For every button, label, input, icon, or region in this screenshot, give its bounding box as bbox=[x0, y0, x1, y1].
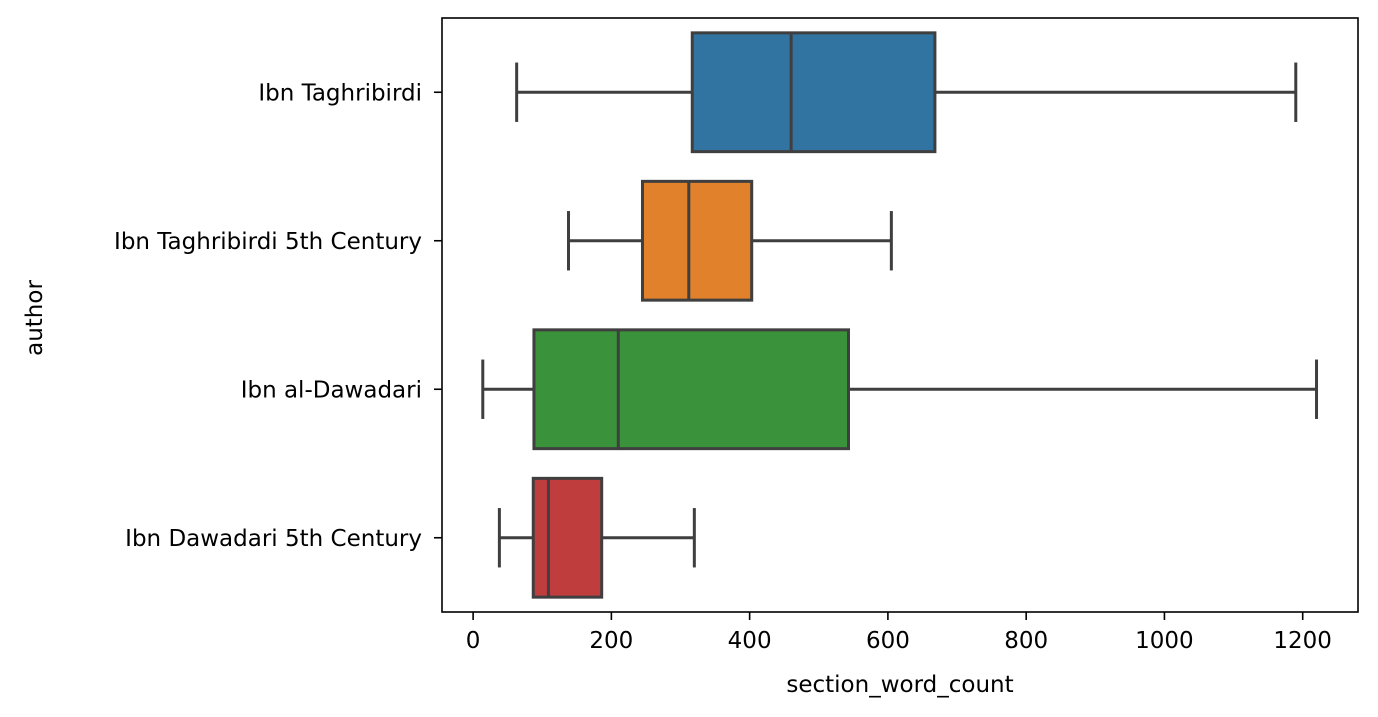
box-group bbox=[515, 31, 1298, 154]
y-tick-label: Ibn Taghribirdi bbox=[258, 80, 422, 106]
x-tick-label: 200 bbox=[589, 628, 633, 654]
box-group bbox=[567, 179, 893, 302]
box-iqr bbox=[531, 476, 604, 599]
y-tick-label: Ibn Taghribirdi 5th Century bbox=[114, 229, 422, 255]
boxes-layer bbox=[481, 31, 1319, 599]
y-axis-ticks: Ibn Taghribirdi Ibn Taghribirdi 5th Centu… bbox=[114, 80, 442, 552]
y-axis-label: author bbox=[22, 280, 48, 356]
x-tick-label: 0 bbox=[466, 628, 481, 654]
x-axis-ticks: 0 200 400 600 800 1000 1200 bbox=[466, 612, 1332, 654]
x-tick-label: 600 bbox=[866, 628, 910, 654]
y-tick-label: Ibn al-Dawadari bbox=[241, 377, 422, 403]
box-group bbox=[497, 476, 696, 599]
y-tick-label: Ibn Dawadari 5th Century bbox=[125, 526, 422, 552]
box-iqr bbox=[640, 179, 754, 302]
box-group bbox=[481, 328, 1319, 451]
box-iqr bbox=[690, 31, 937, 154]
x-tick-label: 1000 bbox=[1135, 628, 1194, 654]
x-axis-label: section_word_count bbox=[786, 672, 1013, 698]
plot-frame bbox=[441, 17, 1359, 613]
x-tick-label: 400 bbox=[728, 628, 772, 654]
x-tick-label: 800 bbox=[1004, 628, 1048, 654]
box-iqr bbox=[532, 328, 850, 451]
x-tick-label: 1200 bbox=[1273, 628, 1332, 654]
